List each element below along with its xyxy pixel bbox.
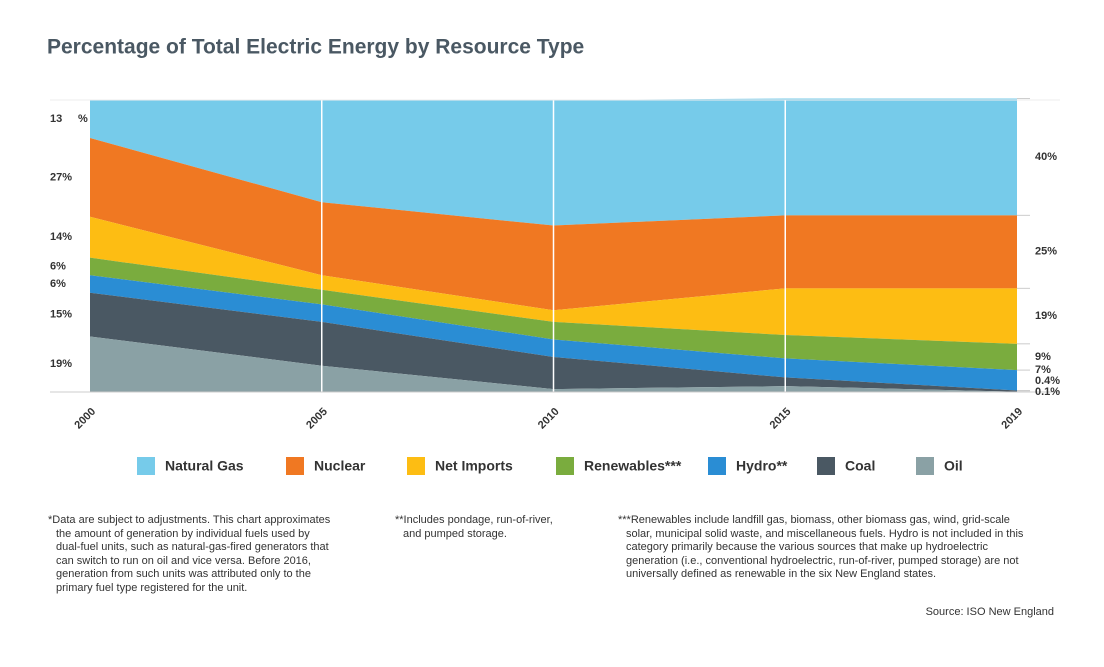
x-tick-label: 2005 (304, 406, 330, 432)
value-label: 6% (50, 260, 66, 272)
chart: Percentage of Total Electric Energy by R… (47, 36, 1060, 475)
legend-label: Renewables*** (584, 458, 682, 474)
footnote-line: category primarily because the various s… (626, 541, 988, 553)
footnote-line: **Includes pondage, run-of-river, (395, 514, 553, 526)
footnote-line: generation (i.e., conventional hydroelec… (626, 554, 1019, 567)
value-label: 0.4% (1035, 375, 1060, 387)
x-tick-label: 2010 (536, 406, 562, 432)
value-label: 9% (1035, 351, 1051, 363)
footnote: ***Renewables include landfill gas, biom… (618, 514, 1078, 582)
legend-swatch (817, 457, 835, 475)
value-label: 15% (50, 309, 72, 321)
legend-label: Net Imports (435, 458, 513, 474)
value-label: 0.1% (1035, 386, 1060, 398)
legend-swatch (916, 457, 934, 475)
legend-label: Nuclear (314, 458, 366, 474)
footnote-line: can switch to run on oil and vice versa.… (56, 554, 311, 567)
value-label: 19% (1035, 310, 1057, 322)
x-tick-label: 2015 (768, 406, 794, 432)
footnote-line: generation from such units was attribute… (56, 568, 311, 580)
source: Source: ISO New England (925, 606, 1054, 618)
legend-label: Coal (845, 458, 875, 474)
footnote-line: universally defined as renewable in the … (626, 568, 937, 580)
legend-label: Natural Gas (165, 458, 244, 474)
value-label: 6% (50, 278, 66, 290)
x-tick-label: 2019 (999, 406, 1025, 432)
legend-label: Oil (944, 458, 963, 474)
value-label: 40% (1035, 151, 1057, 163)
footnote-line: primary fuel type registered for the uni… (56, 581, 248, 594)
footnote-line: the amount of generation by individual f… (56, 527, 310, 540)
legend-swatch (137, 457, 155, 475)
value-label: 19% (50, 358, 72, 370)
unit-label: % (78, 113, 88, 125)
value-label: 27% (50, 171, 72, 183)
legend-swatch (407, 457, 425, 475)
legend-swatch (556, 457, 574, 475)
footnote-line: *Data are subject to adjustments. This c… (48, 514, 331, 526)
value-label: 25% (1035, 246, 1057, 258)
x-tick-label: 2000 (72, 406, 98, 432)
footnote-line: and pumped storage. (403, 527, 507, 540)
value-label: 13 (50, 113, 62, 125)
footnote-line: ***Renewables include landfill gas, biom… (618, 514, 1010, 526)
footnote-line: dual-fuel units, such as natural-gas-fir… (56, 541, 329, 553)
legend-swatch (708, 457, 726, 475)
value-label: 14% (50, 231, 72, 243)
chart-title: Percentage of Total Electric Energy by R… (47, 36, 584, 59)
legend-label: Hydro** (736, 458, 788, 474)
footnote-line: solar, municipal solid waste, and miscel… (626, 527, 1024, 540)
legend-swatch (286, 457, 304, 475)
footnote: *Data are subject to adjustments. This c… (48, 514, 368, 595)
value-label: 7% (1035, 364, 1051, 376)
footnote: **Includes pondage, run-of-river, and pum… (395, 514, 595, 541)
